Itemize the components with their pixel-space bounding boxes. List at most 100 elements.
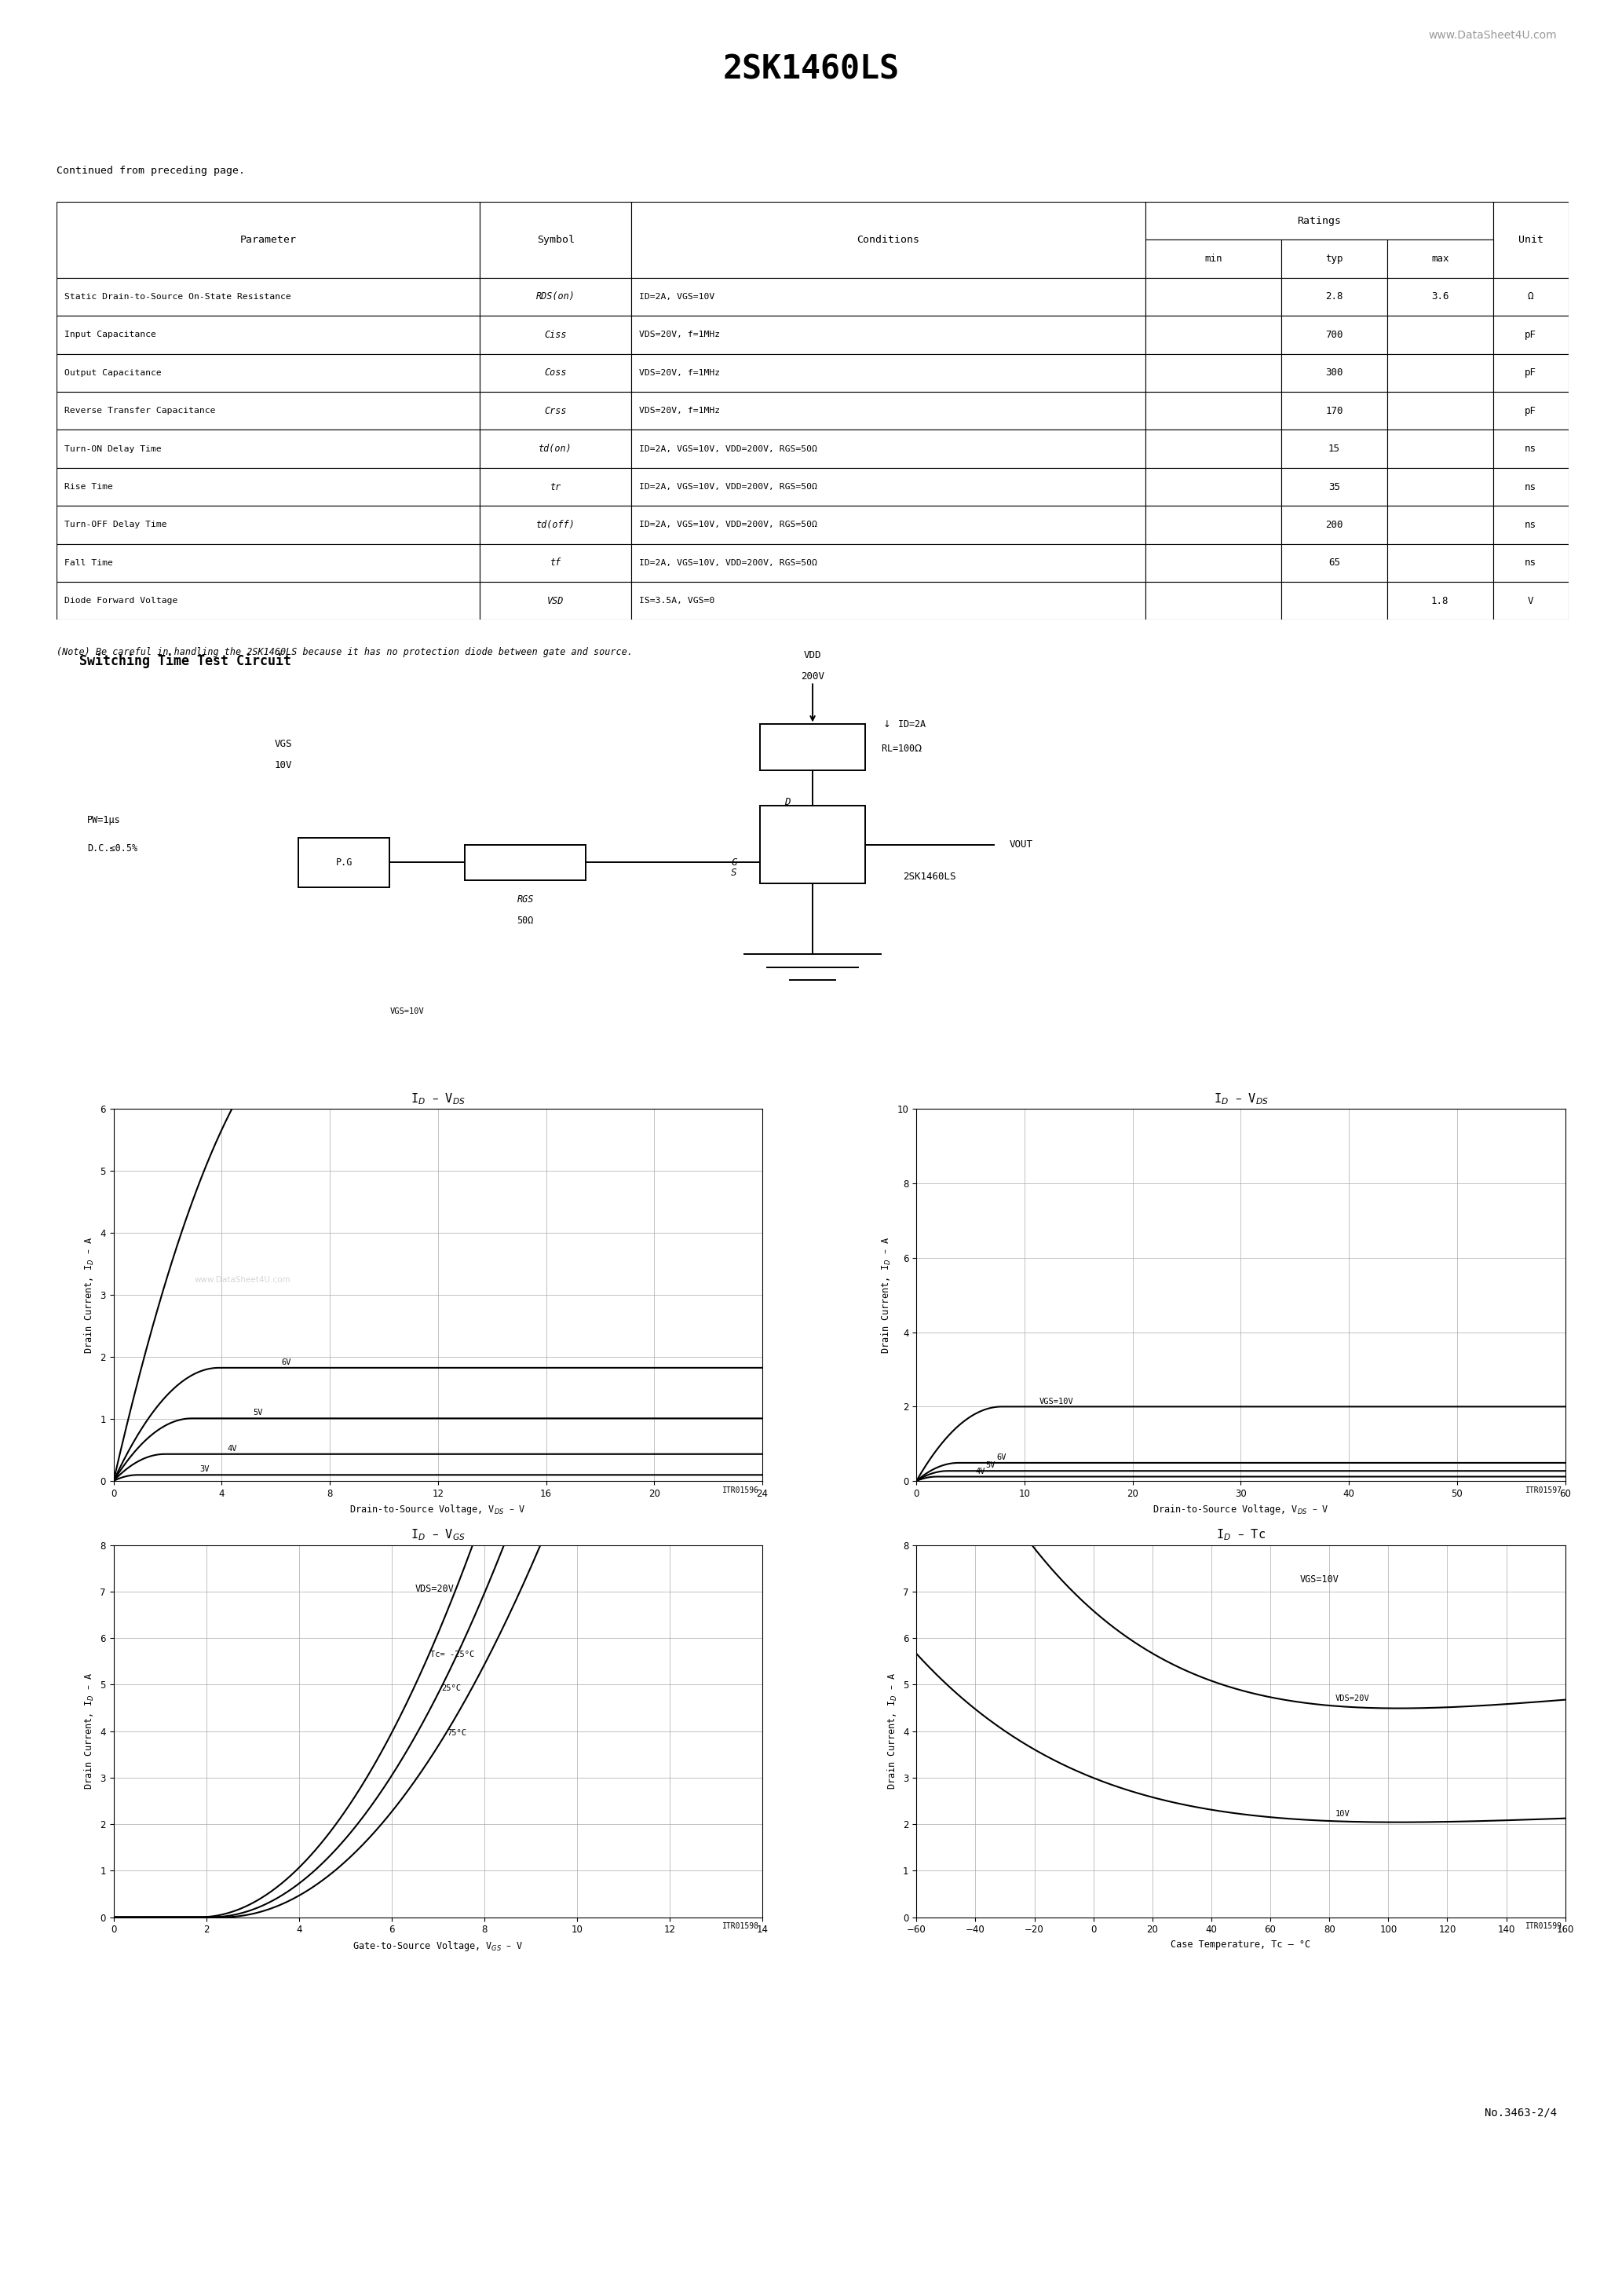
Text: min: min (1205, 253, 1221, 264)
Text: (Note) Be careful in handling the 2SK1460LS because it has no protection diode b: (Note) Be careful in handling the 2SK146… (57, 647, 633, 657)
Text: Input Capacitance: Input Capacitance (65, 331, 156, 340)
Title: I$_D$ – V$_{DS}$: I$_D$ – V$_{DS}$ (1213, 1091, 1268, 1107)
Text: ns: ns (1525, 519, 1536, 530)
Text: 2.8: 2.8 (1325, 292, 1343, 301)
Bar (1145, 468, 1281, 505)
Text: Ω: Ω (1528, 292, 1534, 301)
Bar (1145, 581, 1281, 620)
Text: Continued from preceding page.: Continued from preceding page. (57, 165, 245, 174)
Text: Fall Time: Fall Time (65, 558, 114, 567)
Text: Tc= -25°C: Tc= -25°C (430, 1651, 475, 1658)
Text: VDS=20V, f=1MHz: VDS=20V, f=1MHz (639, 370, 720, 377)
Bar (480, 581, 631, 620)
Title: I$_D$ – Tc: I$_D$ – Tc (1216, 1527, 1265, 1543)
Text: ITR01599: ITR01599 (1525, 1922, 1562, 1931)
Text: 6V: 6V (281, 1359, 290, 1366)
Text: max: max (1431, 253, 1448, 264)
Bar (1281, 393, 1387, 429)
Text: 5V: 5V (985, 1463, 994, 1469)
Text: VDS=20V, f=1MHz: VDS=20V, f=1MHz (639, 406, 720, 416)
Bar (480, 429, 631, 468)
Text: pF: pF (1525, 367, 1536, 379)
Text: 6V: 6V (996, 1453, 1006, 1463)
Bar (480, 393, 631, 429)
Bar (1387, 317, 1492, 354)
Text: 75°C: 75°C (446, 1729, 466, 1736)
Text: ID=2A, VGS=10V, VDD=200V, RGS=50Ω: ID=2A, VGS=10V, VDD=200V, RGS=50Ω (639, 445, 817, 452)
Text: VGS=10V: VGS=10V (1299, 1575, 1340, 1584)
Text: 2SK1460LS: 2SK1460LS (903, 872, 957, 882)
Bar (631, 202, 1145, 278)
Bar (57, 393, 480, 429)
Bar (1145, 429, 1281, 468)
Bar (1387, 581, 1492, 620)
Text: VGS=10V: VGS=10V (1040, 1398, 1074, 1405)
Text: ID=2A, VGS=10V, VDD=200V, RGS=50Ω: ID=2A, VGS=10V, VDD=200V, RGS=50Ω (639, 482, 817, 491)
Bar (1145, 544, 1281, 581)
Text: Coss: Coss (545, 367, 566, 379)
Text: RDS(on): RDS(on) (535, 292, 576, 301)
Text: RL=100$\Omega$: RL=100$\Omega$ (881, 744, 923, 753)
Text: td(on): td(on) (539, 443, 573, 455)
Bar (1387, 393, 1492, 429)
Bar (1145, 317, 1281, 354)
Text: td(off): td(off) (535, 519, 576, 530)
Text: 200V: 200V (801, 673, 824, 682)
Text: 25°C: 25°C (441, 1685, 461, 1692)
Bar (631, 581, 1145, 620)
Bar (1387, 544, 1492, 581)
Text: VOUT: VOUT (1009, 840, 1033, 850)
Text: 700: 700 (1325, 331, 1343, 340)
Bar (1492, 468, 1568, 505)
Text: $\downarrow$ ID=2A: $\downarrow$ ID=2A (881, 719, 926, 730)
Text: Rise Time: Rise Time (65, 482, 114, 491)
Bar (759, 723, 866, 771)
Text: S: S (732, 868, 736, 877)
Text: Conditions: Conditions (856, 234, 920, 246)
Bar (1281, 581, 1387, 620)
Text: ITR01596: ITR01596 (722, 1486, 759, 1495)
Text: Ratings: Ratings (1298, 216, 1341, 225)
Text: 15: 15 (1328, 443, 1340, 455)
Text: tf: tf (550, 558, 561, 567)
Text: 4V: 4V (975, 1467, 985, 1476)
Bar (57, 317, 480, 354)
Text: VDD: VDD (805, 650, 821, 661)
Bar (631, 468, 1145, 505)
Bar (1281, 544, 1387, 581)
Text: PW=1μs: PW=1μs (88, 815, 120, 824)
Bar (480, 317, 631, 354)
Text: VGS=10V: VGS=10V (389, 1008, 425, 1015)
Text: 4V: 4V (227, 1444, 237, 1453)
Text: 300: 300 (1325, 367, 1343, 379)
Bar (1145, 239, 1281, 278)
Text: V: V (1528, 595, 1534, 606)
Text: 1.8: 1.8 (1431, 595, 1448, 606)
Bar (1145, 202, 1492, 239)
Bar (1387, 505, 1492, 544)
Bar (1281, 239, 1387, 278)
Bar (1492, 202, 1568, 278)
Text: G: G (732, 856, 736, 868)
Bar (480, 468, 631, 505)
Text: D: D (783, 797, 790, 808)
Bar (57, 505, 480, 544)
Text: ID=2A, VGS=10V: ID=2A, VGS=10V (639, 294, 714, 301)
Bar (57, 354, 480, 393)
Text: VSD: VSD (547, 595, 564, 606)
Text: VDS=20V, f=1MHz: VDS=20V, f=1MHz (639, 331, 720, 340)
Bar (1492, 581, 1568, 620)
Text: Unit: Unit (1518, 234, 1543, 246)
Bar (1387, 239, 1492, 278)
Text: IS=3.5A, VGS=0: IS=3.5A, VGS=0 (639, 597, 714, 604)
Bar (57, 429, 480, 468)
Text: ns: ns (1525, 443, 1536, 455)
Bar (1492, 317, 1568, 354)
Text: ns: ns (1525, 558, 1536, 567)
Bar (480, 202, 631, 278)
Text: 3V: 3V (200, 1465, 209, 1474)
Bar (631, 393, 1145, 429)
Title: I$_D$ – V$_{DS}$: I$_D$ – V$_{DS}$ (410, 1091, 466, 1107)
Text: Crss: Crss (545, 406, 566, 416)
Text: VGS: VGS (274, 739, 292, 748)
